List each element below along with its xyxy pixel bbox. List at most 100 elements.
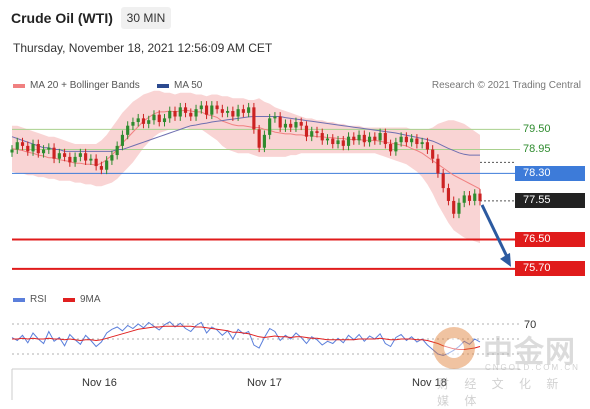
legend-label-rsi: RSI: [30, 294, 47, 305]
research-credit: Research © 2021 Trading Central: [431, 80, 581, 91]
candle-body: [273, 116, 277, 119]
price-tag-78-95: 78.95: [523, 143, 551, 156]
candle-body: [131, 122, 135, 126]
candle-body: [304, 125, 309, 137]
candle-body: [341, 140, 345, 146]
candle-body: [41, 149, 46, 154]
legend-swatch-rsi: [13, 297, 25, 302]
candle-body: [89, 158, 93, 161]
candle-body: [257, 129, 261, 148]
chart-header: Crude Oil (WTI) 30 MIN: [0, 0, 590, 30]
x-tick-label: Nov 18: [412, 377, 447, 389]
candle-body: [84, 153, 88, 161]
candle-body: [157, 114, 161, 123]
candle-body: [173, 111, 177, 117]
candle-body: [325, 138, 330, 141]
candle-body: [183, 107, 188, 113]
candle-body: [115, 145, 119, 156]
candle-body: [189, 112, 193, 117]
candle-body: [362, 134, 366, 143]
legend-label-ma20: MA 20 + Bollinger Bands: [30, 80, 140, 91]
candle-body: [336, 140, 340, 145]
watermark-text-en: CNGOLD.COM.CN: [485, 363, 580, 372]
candle-body: [252, 107, 256, 130]
candle-body: [278, 116, 282, 128]
timeframe-badge[interactable]: 30 MIN: [121, 7, 171, 29]
candle-body: [20, 142, 25, 146]
ma50-line: [11, 116, 480, 156]
legend-rsi-ma: 9MA: [63, 294, 101, 305]
candle-body: [78, 153, 82, 157]
legend-ma50: MA 50: [157, 80, 202, 91]
candle-body: [410, 138, 414, 143]
watermark-text-cn: 中金网: [483, 335, 576, 370]
candle-body: [373, 136, 377, 141]
bollinger-band: [12, 90, 480, 244]
candle-body: [236, 109, 240, 117]
legend-rsi: RSI: [13, 294, 47, 305]
legend-ma20-bollinger: MA 20 + Bollinger Bands: [13, 80, 140, 91]
candle-body: [141, 118, 146, 124]
candle-body: [136, 118, 140, 123]
forecast-arrow-head: [500, 252, 511, 267]
candle-body: [315, 131, 319, 134]
candle-body: [220, 109, 224, 113]
candle-body: [289, 123, 293, 128]
candle-body: [346, 136, 351, 146]
price-tag-76-50: 76.50: [515, 231, 585, 247]
candle-body: [178, 107, 182, 117]
candle-body: [378, 133, 382, 141]
x-tick-label: Nov 16: [82, 377, 117, 389]
candle-body: [268, 118, 272, 135]
candle-body: [147, 120, 151, 124]
candle-body: [404, 136, 408, 143]
candle-body: [394, 142, 398, 152]
candle-body: [473, 193, 477, 201]
candle-body: [436, 158, 440, 174]
candle-body: [152, 114, 156, 121]
candle-body: [110, 155, 114, 161]
x-tick-label: Nov 17: [247, 377, 282, 389]
candle-body: [94, 158, 98, 167]
candle-body: [431, 149, 435, 159]
candle-body: [467, 195, 472, 201]
candle-body: [231, 111, 235, 117]
candle-body: [36, 144, 40, 154]
candle-body: [99, 166, 103, 170]
candle-body: [120, 134, 125, 146]
candle-body: [415, 138, 419, 145]
candle-body: [73, 156, 77, 163]
legend-label-ma50: MA 50: [174, 80, 203, 91]
candle-body: [352, 136, 356, 141]
price-tag-78-30: 78.30: [515, 165, 585, 181]
candle-body: [47, 147, 51, 150]
watermark-text-sub: 财 经 文 化 新 媒 体: [437, 377, 565, 408]
candle-body: [68, 156, 72, 163]
rsi-level-label: 70: [524, 319, 536, 331]
legend-swatch-rsi-ma: [63, 297, 75, 302]
candle-body: [126, 125, 130, 135]
candle-body: [399, 136, 403, 143]
watermark: 中金网 CNGOLD.COM.CN 财 经 文 化 新 媒 体: [433, 325, 583, 408]
legend-swatch-ma50: [157, 83, 169, 88]
legend-label-rsi-ma: 9MA: [80, 294, 101, 305]
candle-body: [162, 118, 167, 123]
candle-body: [310, 131, 314, 137]
candle-body: [462, 195, 466, 203]
price-tag-77-55: 77.55: [515, 193, 585, 209]
candle-body: [294, 122, 298, 128]
candle-body: [457, 202, 461, 214]
forecast-arrow-shaft: [480, 204, 510, 260]
candle-body: [52, 147, 56, 159]
candle-body: [226, 111, 230, 113]
candle-body: [452, 200, 456, 214]
ma20-line: [11, 109, 481, 190]
candle-body: [26, 145, 30, 152]
candle-body: [420, 142, 424, 145]
candle-body: [15, 142, 19, 150]
candle-body: [331, 138, 335, 145]
candle-body: [283, 123, 288, 128]
candle-body: [262, 134, 266, 148]
watermark-logo-icon: [433, 327, 475, 369]
instrument-title: Crude Oil (WTI): [11, 10, 113, 26]
